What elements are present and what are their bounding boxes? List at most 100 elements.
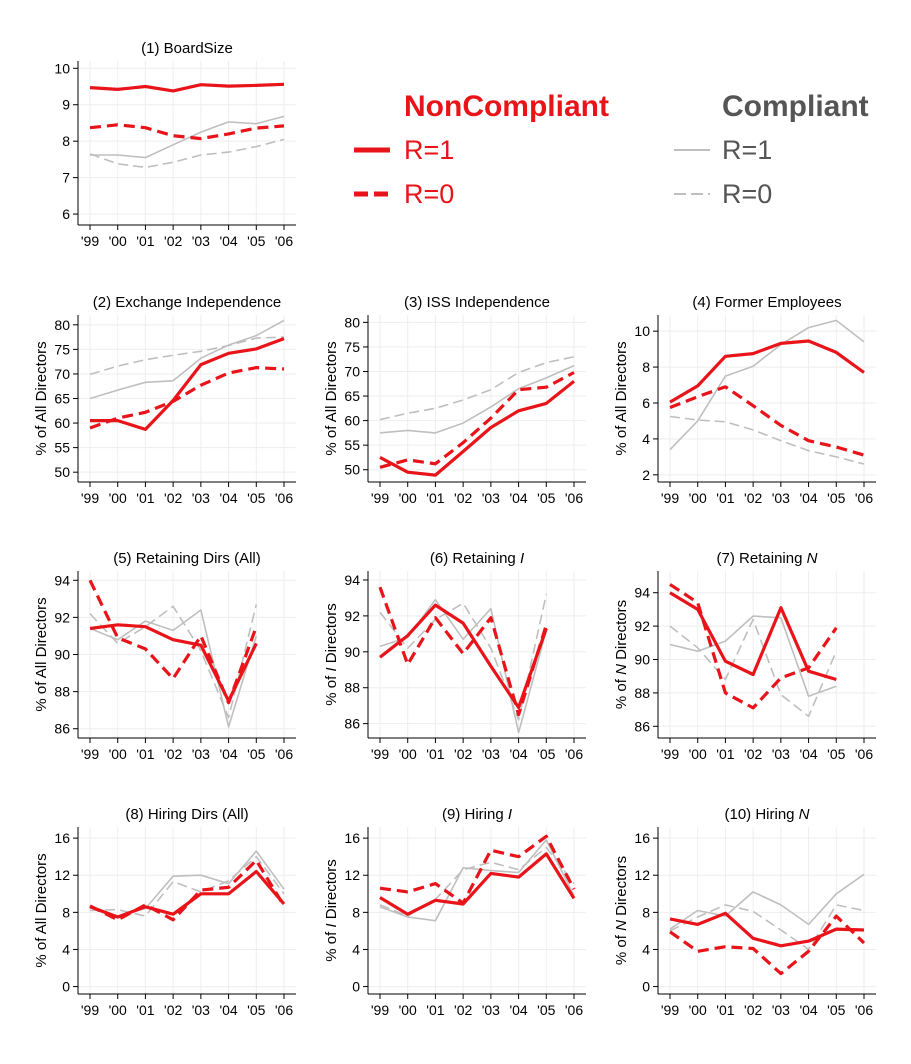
y-axis-label: % of All Directors bbox=[33, 853, 50, 967]
panel-8: 0 4 8 12 16 '99 '00 '01 '02 '03 '04 '05 '06 (8) Hirin… bbox=[33, 806, 296, 1018]
y-tick-label: 8 bbox=[62, 133, 70, 149]
y-tick-label: 60 bbox=[344, 413, 360, 429]
x-tick-label: '05 bbox=[537, 490, 555, 506]
x-tick-label: '01 bbox=[716, 1002, 734, 1018]
legend-label-compliant-r0: R=0 bbox=[722, 179, 773, 209]
x-tick-label: '99 bbox=[661, 490, 679, 506]
series-noncompliant-r0 bbox=[89, 123, 285, 141]
y-tick-label: 9 bbox=[62, 97, 70, 113]
x-tick-label: '99 bbox=[81, 1002, 99, 1018]
panel-10: 0 4 8 12 16 '99 '00 '01 '02 '03 '04 '05 '06 (10) Hiri… bbox=[613, 806, 876, 1018]
y-tick-label: 8 bbox=[62, 904, 70, 920]
y-tick-label: 0 bbox=[62, 979, 70, 995]
series-compliant-r0 bbox=[89, 336, 285, 376]
series-noncompliant-r1 bbox=[89, 82, 285, 93]
series-noncompliant-r0 bbox=[89, 366, 285, 430]
series-compliant-r0 bbox=[669, 415, 865, 465]
series-compliant-r0 bbox=[669, 904, 865, 951]
y-tick-label: 92 bbox=[344, 608, 360, 624]
series-compliant-r1 bbox=[379, 839, 575, 922]
x-tick-label: '03 bbox=[192, 1002, 210, 1018]
x-tick-label: '02 bbox=[164, 233, 182, 249]
y-tick-label: 86 bbox=[54, 721, 70, 737]
y-axis-label: % of I Directors bbox=[323, 859, 340, 962]
y-tick-label: 75 bbox=[344, 339, 360, 355]
x-tick-label: '01 bbox=[136, 746, 154, 762]
panel-title: (4) Former Employees bbox=[692, 294, 841, 311]
panel-title: (5) Retaining Dirs (All) bbox=[113, 550, 261, 567]
y-axis-label: % of All Directors bbox=[33, 597, 50, 711]
y-tick-label: 55 bbox=[344, 437, 360, 453]
x-tick-label: '00 bbox=[399, 746, 417, 762]
series-noncompliant-r0 bbox=[669, 583, 838, 710]
y-tick-label: 92 bbox=[54, 609, 70, 625]
y-tick-label: 4 bbox=[642, 941, 650, 957]
series-compliant-r0 bbox=[379, 846, 575, 917]
x-tick-label: '02 bbox=[744, 1002, 762, 1018]
y-tick-label: 6 bbox=[642, 395, 650, 411]
x-tick-label: '05 bbox=[827, 1002, 845, 1018]
x-tick-label: '02 bbox=[454, 746, 472, 762]
y-tick-label: 80 bbox=[54, 317, 70, 333]
y-axis-label: % of All Directors bbox=[613, 341, 630, 455]
series-compliant-r0 bbox=[89, 855, 285, 917]
x-tick-label: '04 bbox=[509, 1002, 527, 1018]
panel-9: 0 4 8 12 16 '99 '00 '01 '02 '03 '04 '05 '06 (9) Hirin… bbox=[323, 806, 586, 1018]
panel-4: 2 4 6 8 10 '99 '00 '01 '02 '03 '04 '05 '06 (4) Former… bbox=[613, 294, 876, 506]
x-tick-label: '04 bbox=[219, 1002, 237, 1018]
x-tick-label: '03 bbox=[772, 1002, 790, 1018]
x-tick-label: '01 bbox=[716, 490, 734, 506]
legend-title-compliant: Compliant bbox=[722, 90, 869, 123]
x-tick-label: '04 bbox=[509, 490, 527, 506]
x-tick-label: '05 bbox=[827, 746, 845, 762]
x-tick-label: '00 bbox=[689, 1002, 707, 1018]
x-tick-label: '05 bbox=[827, 490, 845, 506]
x-tick-label: '06 bbox=[565, 746, 583, 762]
y-tick-label: 88 bbox=[54, 684, 70, 700]
y-tick-label: 16 bbox=[634, 830, 650, 846]
x-tick-label: '02 bbox=[744, 490, 762, 506]
series-noncompliant-r0 bbox=[669, 914, 866, 976]
x-tick-label: '04 bbox=[509, 746, 527, 762]
series-noncompliant-r1 bbox=[669, 339, 865, 404]
y-axis-label: % of I Directors bbox=[323, 603, 340, 706]
y-tick-label: 75 bbox=[54, 341, 70, 357]
series-noncompliant-r1 bbox=[89, 869, 286, 919]
x-tick-label: '05 bbox=[247, 233, 265, 249]
series-compliant-r0 bbox=[669, 618, 838, 718]
series-compliant-r1 bbox=[669, 873, 865, 930]
y-tick-label: 4 bbox=[352, 941, 360, 957]
x-tick-label: '02 bbox=[454, 1002, 472, 1018]
x-tick-label: '02 bbox=[164, 746, 182, 762]
x-tick-label: '03 bbox=[772, 490, 790, 506]
series-noncompliant-r0 bbox=[378, 586, 548, 717]
series-compliant-r0 bbox=[379, 594, 548, 721]
x-tick-label: '01 bbox=[716, 746, 734, 762]
y-tick-label: 90 bbox=[54, 647, 70, 663]
series-noncompliant-r1 bbox=[379, 603, 548, 710]
panel-3: 50 55 60 65 70 75 80 '99 '00 '01 '02 '03 '04 '05 '06 (3… bbox=[323, 294, 586, 506]
y-tick-label: 50 bbox=[54, 464, 70, 480]
panel-title: (3) ISS Independence bbox=[404, 294, 550, 311]
y-tick-label: 4 bbox=[642, 431, 650, 447]
series-compliant-r1 bbox=[669, 615, 837, 698]
x-tick-label: '05 bbox=[537, 1002, 555, 1018]
panel-1: 6 7 8 9 10 '99 '00 '01 '02 '03 '04 '05 '06 (1) BoardS… bbox=[54, 40, 296, 249]
legend-swatch-noncompliant-r1 bbox=[354, 147, 390, 153]
x-tick-label: '05 bbox=[247, 490, 265, 506]
series-noncompliant-r0 bbox=[379, 834, 576, 905]
series-compliant-r1 bbox=[90, 115, 285, 159]
panel-title: (10) Hiring N bbox=[724, 806, 809, 823]
x-tick-label: '99 bbox=[371, 490, 389, 506]
series-noncompliant-r0 bbox=[89, 858, 286, 922]
y-tick-label: 12 bbox=[344, 867, 360, 883]
legend-swatch-compliant-r1 bbox=[674, 149, 710, 151]
x-tick-label: '01 bbox=[136, 233, 154, 249]
y-tick-label: 70 bbox=[344, 363, 360, 379]
x-tick-label: '05 bbox=[537, 746, 555, 762]
y-tick-label: 8 bbox=[642, 904, 650, 920]
series-noncompliant-r0 bbox=[88, 579, 258, 705]
x-tick-label: '99 bbox=[81, 490, 99, 506]
y-tick-label: 0 bbox=[352, 979, 360, 995]
x-tick-label: '06 bbox=[565, 1002, 583, 1018]
